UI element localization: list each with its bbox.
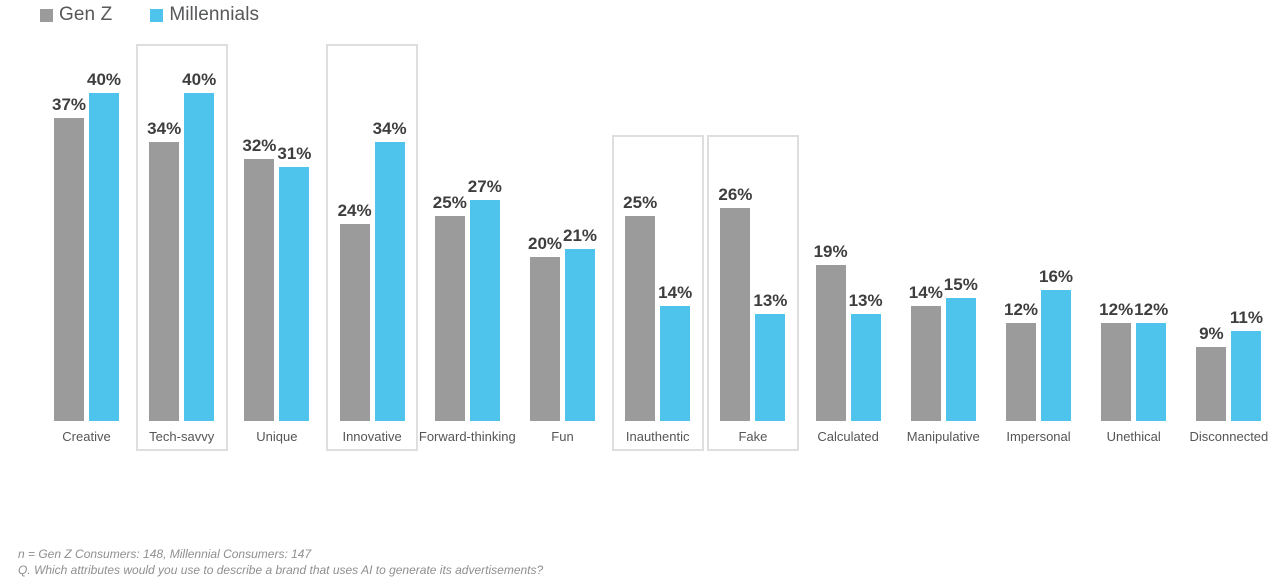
- value-label-millennials-tech-savvy: 40%: [182, 70, 217, 89]
- bar-gen-z-forward-thinking: [434, 216, 465, 421]
- bar-millennials-innovative: [374, 142, 405, 421]
- category-label-unique: Unique: [256, 429, 298, 444]
- value-label-gen-z-manipulative: 14%: [908, 283, 943, 302]
- value-label-gen-z-calculated: 19%: [813, 242, 848, 261]
- value-label-gen-z-fun: 20%: [527, 234, 563, 253]
- bar-millennials-disconnected: [1231, 331, 1262, 421]
- highlight-box-fake: [706, 135, 799, 451]
- value-label-millennials-fake: 13%: [753, 291, 788, 310]
- category-label-fake: Fake: [738, 429, 768, 444]
- bar-millennials-calculated: [850, 314, 881, 421]
- value-label-gen-z-impersonal: 12%: [1003, 300, 1039, 319]
- value-label-millennials-manipulative: 15%: [943, 275, 978, 294]
- bar-gen-z-creative: [54, 118, 84, 421]
- bar-gen-z-tech-savvy: [149, 142, 180, 421]
- value-label-gen-z-fake: 26%: [718, 185, 753, 204]
- legend-item-gen-z: Gen Z: [40, 4, 112, 26]
- value-label-gen-z-inauthentic: 25%: [623, 193, 658, 212]
- category-label-forward-thinking: Forward-thinking: [418, 429, 516, 444]
- bar-gen-z-manipulative: [910, 306, 941, 421]
- bar-millennials-tech-savvy: [184, 93, 215, 421]
- bar-gen-z-unique: [244, 159, 275, 421]
- value-label-millennials-inauthentic: 14%: [658, 283, 693, 302]
- value-label-millennials-disconnected: 11%: [1229, 308, 1263, 327]
- bar-millennials-inauthentic: [660, 306, 691, 421]
- legend-label-gen-z: Gen Z: [59, 4, 113, 25]
- category-label-fun: Fun: [551, 429, 574, 444]
- legend-item-millennials: Millennials: [150, 4, 259, 26]
- footnote-sample-size: n = Gen Z Consumers: 148, Millennial Con…: [18, 547, 312, 561]
- category-label-disconnected: Disconnected: [1189, 429, 1269, 444]
- value-label-millennials-unethical: 12%: [1134, 300, 1169, 319]
- value-label-millennials-fun: 21%: [562, 226, 598, 245]
- bar-gen-z-impersonal: [1006, 323, 1036, 421]
- footnotes: n = Gen Z Consumers: 148, Millennial Con…: [18, 546, 543, 577]
- highlight-box-tech-savvy: [135, 44, 228, 451]
- category-label-impersonal: Impersonal: [1006, 429, 1071, 444]
- value-label-gen-z-forward-thinking: 25%: [432, 193, 467, 212]
- bar-gen-z-calculated: [815, 265, 846, 421]
- category-label-creative: Creative: [62, 429, 111, 444]
- bar-millennials-fun: [565, 249, 595, 421]
- footnote-question: Q. Which attributes would you use to des…: [18, 563, 544, 577]
- legend-label-millennials: Millennials: [169, 4, 260, 25]
- bar-millennials-unethical: [1136, 323, 1167, 421]
- value-label-millennials-innovative: 34%: [372, 119, 407, 138]
- value-label-millennials-calculated: 13%: [848, 291, 883, 310]
- value-label-millennials-impersonal: 16%: [1038, 267, 1074, 286]
- value-label-gen-z-tech-savvy: 34%: [147, 119, 182, 138]
- millennials-swatch-icon: [150, 8, 164, 22]
- category-label-innovative: Innovative: [342, 429, 402, 444]
- bar-millennials-manipulative: [945, 298, 976, 421]
- value-label-gen-z-disconnected: 9%: [1199, 324, 1224, 343]
- bar-gen-z-innovative: [339, 224, 370, 421]
- bar-millennials-fake: [755, 314, 786, 421]
- bar-gen-z-fake: [720, 208, 751, 421]
- bar-millennials-impersonal: [1041, 290, 1071, 421]
- value-label-gen-z-innovative: 24%: [337, 201, 372, 220]
- value-label-gen-z-unethical: 12%: [1099, 300, 1134, 319]
- value-label-millennials-forward-thinking: 27%: [467, 177, 502, 196]
- gen-z-swatch-icon: [40, 8, 53, 22]
- value-label-millennials-unique: 31%: [277, 144, 312, 163]
- value-label-gen-z-unique: 32%: [242, 136, 277, 155]
- bar-millennials-unique: [279, 167, 310, 421]
- bar-gen-z-fun: [530, 257, 560, 421]
- value-label-millennials-creative: 40%: [86, 70, 122, 89]
- highlight-box-inauthentic: [611, 135, 704, 451]
- category-label-inauthentic: Inauthentic: [625, 429, 690, 444]
- category-label-unethical: Unethical: [1106, 429, 1161, 444]
- bar-millennials-creative: [89, 93, 119, 421]
- bar-millennials-forward-thinking: [469, 200, 500, 421]
- category-label-tech-savvy: Tech-savvy: [149, 429, 215, 444]
- category-label-manipulative: Manipulative: [906, 429, 980, 444]
- category-label-calculated: Calculated: [817, 429, 879, 444]
- bar-gen-z-unethical: [1101, 323, 1132, 421]
- bar-gen-z-inauthentic: [625, 216, 656, 421]
- highlight-box-innovative: [326, 44, 419, 451]
- bar-gen-z-disconnected: [1196, 347, 1227, 421]
- legend: Gen Z Millennials: [40, 2, 259, 28]
- value-label-gen-z-creative: 37%: [51, 95, 87, 114]
